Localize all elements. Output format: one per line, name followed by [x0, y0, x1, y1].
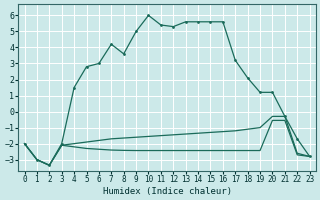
- X-axis label: Humidex (Indice chaleur): Humidex (Indice chaleur): [103, 187, 232, 196]
